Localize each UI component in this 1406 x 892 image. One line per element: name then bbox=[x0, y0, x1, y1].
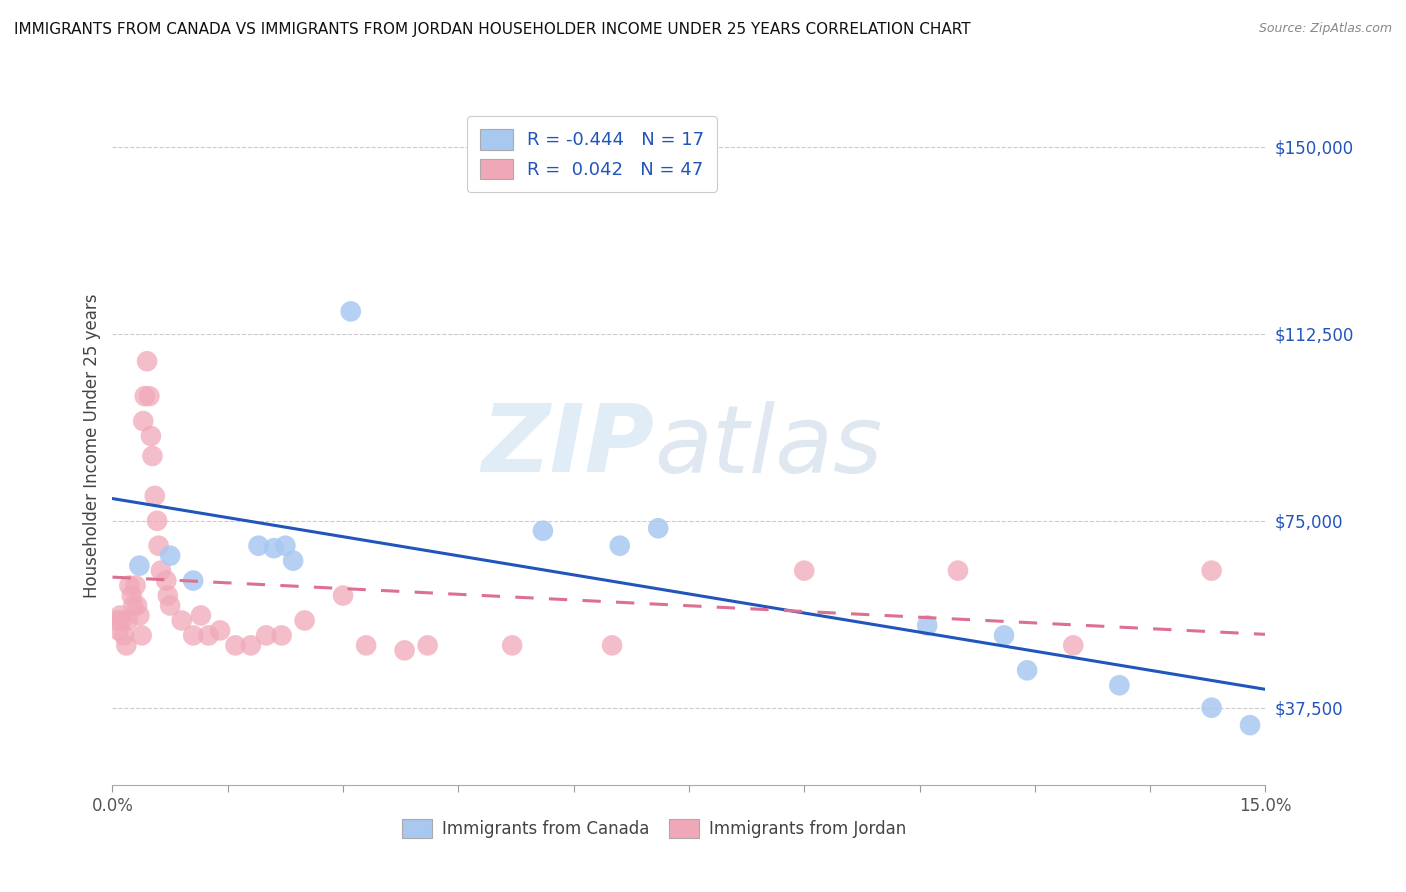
Point bbox=[600, 639, 623, 653]
Point bbox=[247, 539, 270, 553]
Point bbox=[1017, 663, 1039, 677]
Point bbox=[149, 564, 172, 578]
Point bbox=[148, 539, 170, 553]
Point bbox=[128, 608, 150, 623]
Point bbox=[136, 354, 159, 368]
Point bbox=[1108, 678, 1130, 692]
Point bbox=[531, 524, 554, 538]
Point bbox=[609, 539, 631, 553]
Point bbox=[793, 564, 815, 578]
Point bbox=[134, 389, 156, 403]
Point bbox=[131, 628, 153, 642]
Point bbox=[1239, 718, 1261, 732]
Point bbox=[1201, 700, 1223, 714]
Point bbox=[128, 558, 150, 573]
Point bbox=[294, 614, 316, 628]
Point bbox=[121, 589, 143, 603]
Text: IMMIGRANTS FROM CANADA VS IMMIGRANTS FROM JORDAN HOUSEHOLDER INCOME UNDER 25 YEA: IMMIGRANTS FROM CANADA VS IMMIGRANTS FRO… bbox=[14, 22, 970, 37]
Point bbox=[281, 554, 304, 568]
Point bbox=[115, 639, 138, 653]
Point bbox=[159, 549, 181, 563]
Point bbox=[125, 599, 148, 613]
Point bbox=[647, 521, 669, 535]
Point bbox=[239, 639, 262, 653]
Point bbox=[1062, 639, 1084, 653]
Point bbox=[1201, 564, 1223, 578]
Point bbox=[124, 578, 146, 592]
Point bbox=[270, 628, 292, 642]
Point bbox=[332, 589, 354, 603]
Point bbox=[274, 539, 297, 553]
Legend: Immigrants from Canada, Immigrants from Jordan: Immigrants from Canada, Immigrants from … bbox=[395, 812, 914, 845]
Point bbox=[156, 589, 179, 603]
Point bbox=[139, 429, 162, 443]
Point bbox=[155, 574, 177, 588]
Text: Source: ZipAtlas.com: Source: ZipAtlas.com bbox=[1258, 22, 1392, 36]
Point bbox=[170, 614, 193, 628]
Point bbox=[159, 599, 181, 613]
Point bbox=[354, 639, 377, 653]
Point bbox=[112, 628, 135, 642]
Text: atlas: atlas bbox=[654, 401, 883, 491]
Point bbox=[108, 608, 131, 623]
Point bbox=[143, 489, 166, 503]
Point bbox=[107, 624, 129, 638]
Y-axis label: Householder Income Under 25 years: Householder Income Under 25 years bbox=[83, 293, 101, 599]
Point bbox=[915, 618, 938, 632]
Point bbox=[117, 614, 139, 628]
Point bbox=[190, 608, 212, 623]
Point bbox=[263, 541, 285, 556]
Point bbox=[416, 639, 439, 653]
Point bbox=[141, 449, 163, 463]
Point bbox=[501, 639, 523, 653]
Point bbox=[105, 614, 128, 628]
Point bbox=[132, 414, 155, 428]
Point bbox=[181, 628, 204, 642]
Text: ZIP: ZIP bbox=[481, 400, 654, 492]
Point bbox=[209, 624, 232, 638]
Point bbox=[197, 628, 219, 642]
Point bbox=[339, 304, 361, 318]
Point bbox=[122, 599, 145, 613]
Point bbox=[181, 574, 204, 588]
Point bbox=[118, 578, 141, 592]
Point bbox=[946, 564, 969, 578]
Point bbox=[993, 628, 1015, 642]
Point bbox=[224, 639, 246, 653]
Point bbox=[111, 614, 134, 628]
Point bbox=[146, 514, 169, 528]
Point bbox=[394, 643, 416, 657]
Point bbox=[138, 389, 160, 403]
Point bbox=[254, 628, 277, 642]
